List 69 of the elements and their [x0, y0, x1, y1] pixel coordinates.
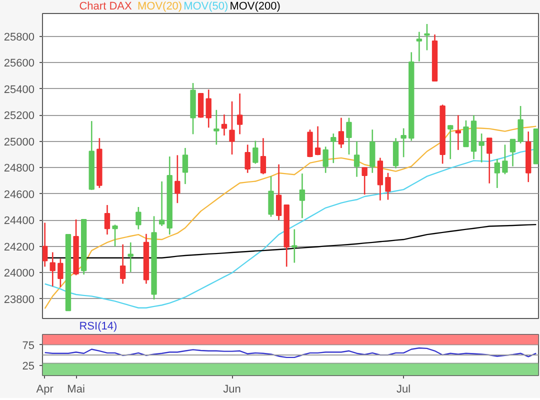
text: MOV(20): [137, 0, 182, 12]
y-tick-label: 25800: [4, 31, 35, 44]
candlestick: [112, 224, 118, 247]
candlestick: [252, 140, 258, 164]
candlestick: [400, 128, 406, 158]
text: MOV(50): [184, 0, 228, 12]
x-tick-label: Apr: [36, 384, 54, 396]
candlestick: [104, 204, 110, 236]
candlestick: [214, 109, 220, 146]
y-tick-label: 24000: [4, 268, 35, 280]
candlestick: [354, 140, 360, 178]
candlestick: [346, 117, 352, 156]
text: MOV(200): [230, 0, 280, 12]
candlestick: [478, 132, 484, 164]
y-tick-label: 24800: [4, 162, 35, 175]
candlestick: [206, 88, 212, 128]
candlestick: [510, 138, 516, 167]
y-tick-label: 24200: [4, 241, 35, 254]
candlestick: [314, 126, 321, 156]
y-tick-label: 24600: [4, 188, 35, 201]
candlestick: [424, 23, 430, 51]
candlestick: [221, 114, 228, 136]
candlestick: [276, 164, 282, 221]
line-series: [44, 347, 537, 358]
x-tick-label: Mai: [67, 384, 85, 396]
y-tick-label: 75: [22, 340, 35, 352]
candlestick: [377, 157, 384, 202]
candlestick: [260, 137, 266, 175]
candlestick: [502, 144, 508, 175]
candlestick: [385, 172, 391, 200]
candlestick: [362, 166, 368, 196]
y-tick-label: 25400: [4, 84, 35, 96]
candlestick: [136, 206, 142, 230]
y-tick-label: 23800: [4, 294, 35, 306]
candlestick: [299, 172, 306, 219]
candlestick: [244, 144, 250, 174]
candlestick: [50, 252, 56, 288]
candlestick: [463, 120, 469, 148]
candlestick: [392, 137, 399, 169]
candlestick: [322, 146, 328, 174]
y-tick-label: 25600: [4, 58, 35, 70]
candlestick: [416, 31, 422, 62]
candlestick: [182, 147, 188, 185]
candlestick: [338, 117, 344, 149]
candlestick: [448, 124, 454, 160]
series-label: RSI(14): [79, 320, 118, 332]
x-tick-label: Jun: [223, 384, 241, 396]
candlestick: [486, 137, 492, 184]
candlestick: [42, 222, 48, 268]
candlestick: [330, 132, 336, 164]
text: Chart DAX: [79, 0, 132, 12]
candlestick: [58, 258, 64, 288]
candlestick: [174, 154, 180, 204]
candlestick: [229, 100, 235, 156]
candlestick: [455, 114, 462, 151]
candlestick: [292, 228, 298, 264]
candlestick: [494, 158, 500, 189]
candlestick: [236, 92, 243, 135]
y-tick-label: 25000: [4, 136, 35, 148]
candlestick: [268, 176, 274, 218]
candlestick: [120, 244, 126, 284]
x-tick-label: Jul: [396, 384, 411, 396]
candlestick: [158, 180, 165, 227]
y-tick-label: 25200: [4, 110, 35, 122]
y-tick-label: 24400: [4, 215, 35, 228]
candlestick: [518, 105, 524, 144]
candlestick: [198, 92, 204, 118]
candlestick: [128, 242, 134, 273]
y-tick-label: 25: [22, 360, 35, 372]
